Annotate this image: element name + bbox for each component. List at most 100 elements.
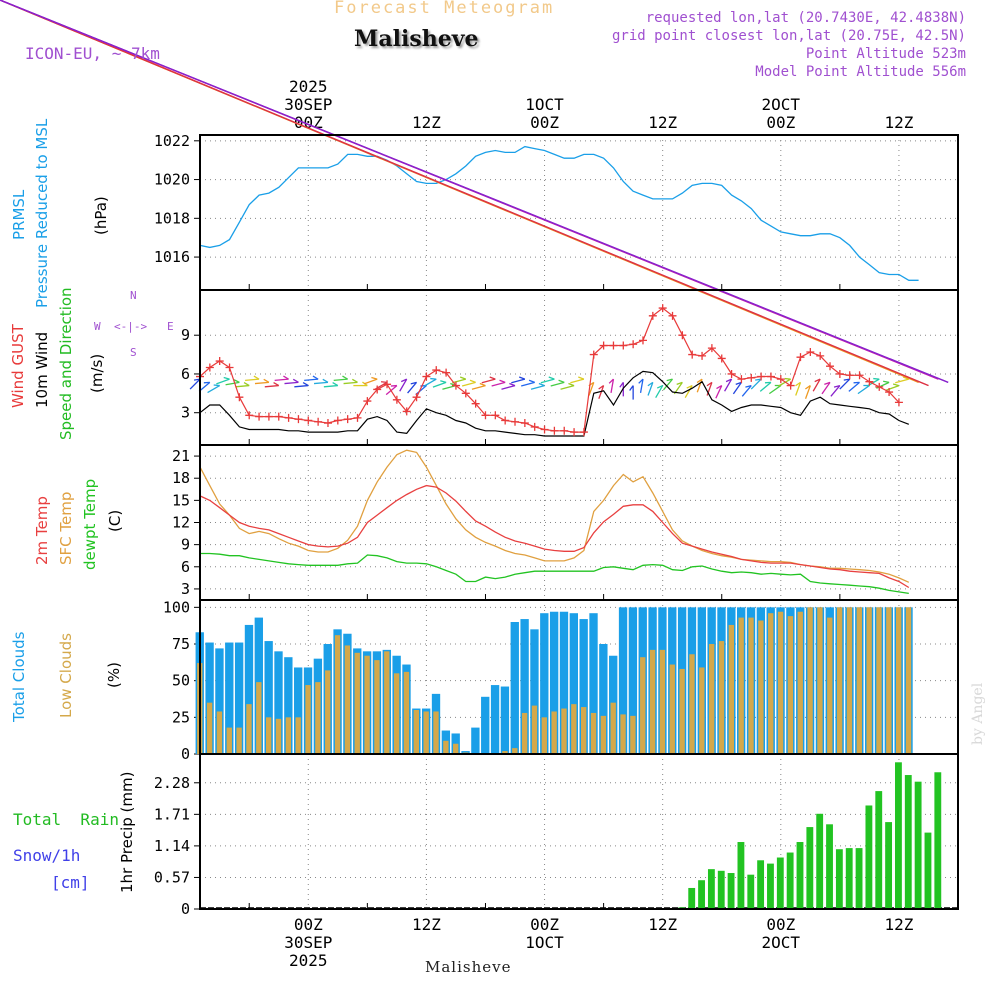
- temp-label-sfc: SFC Temp: [57, 491, 75, 565]
- low-cloud-bar: [354, 652, 360, 754]
- gust-marker: [855, 371, 864, 380]
- top-time-label: 00Z: [766, 113, 795, 132]
- wind-direction-arrow: [550, 381, 565, 387]
- total-cloud-bar: [205, 642, 214, 754]
- wind-direction-arrow: [570, 378, 585, 384]
- gust-marker: [560, 426, 569, 435]
- top-time-label: 2OCT: [762, 95, 801, 114]
- low-cloud-bar: [846, 607, 853, 754]
- gust-marker: [806, 348, 815, 356]
- low-cloud-bar: [768, 613, 774, 754]
- total-cloud-bar: [579, 619, 588, 754]
- total-cloud-bar: [284, 657, 293, 754]
- total-cloud-bar: [490, 685, 500, 754]
- wind-direction-arrowhead: [489, 376, 496, 380]
- wind-direction-arrowhead: [223, 376, 230, 380]
- wind-direction-arrowhead: [883, 380, 890, 383]
- low-cloud-bar: [728, 624, 735, 754]
- low-cloud-bar: [275, 718, 282, 754]
- temp-label-unit: (C): [106, 509, 124, 532]
- gust-marker: [835, 369, 844, 378]
- low-cloud-bar: [571, 704, 577, 754]
- y-tick-label: 50: [172, 672, 190, 690]
- wind-direction-arrowhead: [469, 379, 476, 383]
- wind-direction-arrow: [732, 381, 742, 395]
- wind-direction-arrow: [481, 378, 496, 384]
- gust-marker: [205, 363, 214, 372]
- wind-direction-arrowhead: [558, 379, 565, 383]
- gust-marker: [619, 341, 628, 350]
- wind-direction-arrow: [333, 378, 348, 381]
- total-cloud-bar: [618, 607, 628, 754]
- low-cloud-bar: [718, 641, 725, 754]
- wind-direction-arrow: [304, 378, 319, 381]
- wind-direction-arrowhead: [302, 381, 309, 387]
- low-cloud-bar: [807, 607, 813, 754]
- panel-frame: [199, 753, 959, 910]
- low-cloud-bar: [295, 717, 301, 754]
- low-cloud-bar: [581, 707, 587, 754]
- wind-direction-arrowhead: [598, 385, 604, 390]
- wind-direction-arrow: [598, 385, 605, 399]
- gust-marker: [865, 377, 874, 386]
- wind-direction-arrowhead: [843, 378, 850, 381]
- total-cloud-bar: [599, 644, 608, 754]
- wind-direction-arrowhead: [696, 378, 703, 384]
- wind-direction-arrowhead: [833, 384, 841, 388]
- gust-marker: [471, 399, 480, 408]
- low-cloud-bar: [315, 682, 321, 754]
- wind-direction-arrowhead: [725, 378, 732, 383]
- wind-direction-arrowhead: [0, 0, 929, 387]
- y-tick-label: 3: [181, 404, 190, 422]
- total-cloud-bar: [549, 611, 559, 754]
- wind-direction-arrow: [343, 381, 358, 385]
- low-cloud-bar: [521, 712, 528, 754]
- wind-direction-arrow: [415, 385, 427, 396]
- top-time-label: 12Z: [412, 113, 441, 132]
- gust-marker: [648, 311, 657, 320]
- low-cloud-bar: [630, 715, 636, 754]
- wind-direction-arrow: [501, 384, 516, 390]
- wind-direction-arrow: [778, 378, 791, 387]
- low-cloud-bar: [374, 660, 380, 754]
- y-tick-label: 1018: [154, 209, 190, 227]
- top-time-label: 12Z: [648, 113, 677, 132]
- wind-direction-arrow: [511, 378, 526, 384]
- wind-direction-arrow: [741, 385, 752, 397]
- gust-marker: [550, 426, 559, 435]
- precip-bar: [707, 869, 715, 909]
- wind-direction-arrow: [885, 384, 900, 391]
- low-cloud-bar: [246, 704, 252, 754]
- credit-watermark: by Angel: [970, 682, 986, 745]
- clouds-label-low: Low Clouds: [57, 633, 75, 718]
- wind-direction-arrow: [530, 384, 545, 390]
- wind-direction-arrow: [452, 378, 466, 384]
- wind-direction-arrow: [804, 385, 811, 399]
- y-tick-label: 0: [181, 745, 190, 763]
- point-altitude: Point Altitude 523m: [805, 46, 966, 62]
- total-cloud-bar: [234, 642, 244, 754]
- wind-direction-arrow: [812, 378, 821, 392]
- y-tick-label: 3: [181, 580, 190, 598]
- wind-direction-arrowhead: [538, 382, 545, 387]
- compass-s: S: [130, 346, 137, 359]
- low-cloud-bar: [856, 607, 862, 754]
- y-tick-label: 6: [181, 365, 190, 383]
- wind-direction-arrowhead: [410, 381, 417, 385]
- low-cloud-bar: [561, 708, 567, 754]
- gust-marker: [609, 341, 618, 350]
- wind-direction-arrow: [540, 378, 555, 384]
- wind-direction-arrow: [663, 378, 674, 391]
- low-cloud-bar: [817, 607, 823, 754]
- gust-marker: [816, 351, 825, 360]
- gust-marker: [422, 372, 431, 381]
- low-cloud-bar: [827, 617, 833, 754]
- gust-marker: [678, 331, 687, 340]
- clouds-label-unit: (%): [105, 662, 123, 688]
- gust-marker: [530, 422, 539, 431]
- wind-direction-arrow: [407, 381, 418, 394]
- gust-marker: [757, 372, 766, 381]
- gust-marker: [314, 417, 323, 426]
- low-cloud-bar: [285, 717, 292, 754]
